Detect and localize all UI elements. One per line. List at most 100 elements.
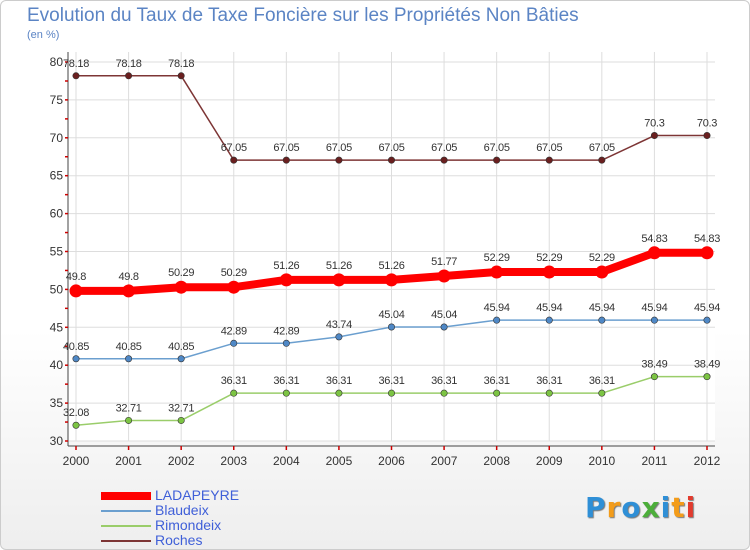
data-point — [542, 265, 556, 279]
data-point — [387, 323, 395, 331]
data-label: 38.49 — [641, 359, 667, 371]
data-label: 42.89 — [273, 325, 299, 337]
y-tick-label: 65 — [50, 169, 64, 183]
data-label: 40.85 — [168, 341, 194, 353]
y-tick-label: 35 — [50, 396, 64, 410]
data-point — [230, 389, 238, 397]
data-point — [177, 416, 185, 424]
data-label: 50.29 — [168, 267, 194, 279]
logo-letter: r — [606, 491, 622, 524]
proxiti-logo: Proxiti — [585, 491, 696, 524]
data-label: 40.85 — [63, 341, 89, 353]
y-tick-label: 45 — [50, 320, 64, 334]
data-point — [440, 156, 448, 164]
data-point — [440, 389, 448, 397]
data-label: 52.29 — [536, 252, 562, 264]
data-point — [545, 389, 553, 397]
logo-letter: o — [621, 491, 642, 524]
data-point — [650, 373, 658, 381]
x-tick-label: 2007 — [431, 454, 458, 468]
y-tick-label: 70 — [50, 131, 64, 145]
data-label: 49.8 — [118, 271, 138, 283]
data-point — [437, 269, 451, 283]
data-point — [335, 333, 343, 341]
data-label: 51.77 — [431, 256, 457, 268]
data-label: 78.18 — [63, 58, 89, 70]
legend-swatch — [101, 509, 151, 512]
y-tick-label: 60 — [50, 207, 64, 221]
data-point — [69, 284, 83, 298]
data-label: 67.05 — [378, 142, 404, 154]
data-label: 42.89 — [221, 325, 247, 337]
data-label: 67.05 — [536, 142, 562, 154]
legend-label: Rimondeix — [155, 517, 222, 533]
legend-item: LADAPEYRE — [101, 488, 239, 503]
data-label: 45.04 — [431, 309, 457, 321]
data-point — [385, 273, 398, 287]
y-tick-label: 50 — [50, 282, 64, 296]
legend: LADAPEYRE Blaudeix Rimondeix Roches — [101, 488, 239, 548]
data-point — [598, 156, 606, 164]
data-point — [282, 156, 290, 164]
data-point — [595, 265, 609, 279]
data-label: 36.31 — [431, 375, 457, 387]
data-point — [703, 373, 711, 381]
data-label: 70.3 — [644, 118, 664, 130]
legend-swatch — [101, 491, 151, 500]
y-tick-label: 40 — [50, 358, 64, 372]
data-point — [647, 246, 661, 260]
data-point — [230, 339, 238, 347]
data-label: 78.18 — [116, 58, 142, 70]
data-label: 36.31 — [378, 375, 404, 387]
logo-letter: x — [641, 491, 661, 524]
data-label: 70.3 — [697, 118, 717, 130]
data-point — [230, 156, 238, 164]
logo-letter: P — [585, 491, 607, 524]
logo-letter: t — [671, 491, 686, 524]
data-label: 45.94 — [641, 302, 667, 314]
legend-item: Rimondeix — [101, 518, 239, 533]
legend-label: Blaudeix — [155, 502, 209, 518]
chart-title: Evolution du Taux de Taxe Foncière sur l… — [27, 5, 579, 26]
data-label: 36.31 — [536, 375, 562, 387]
data-label: 52.29 — [589, 252, 615, 264]
data-label: 32.71 — [116, 402, 142, 414]
data-point — [335, 389, 343, 397]
data-point — [72, 72, 80, 80]
data-label: 36.31 — [326, 375, 352, 387]
legend-swatch — [101, 539, 151, 542]
data-label: 78.18 — [168, 58, 194, 70]
data-point — [177, 72, 185, 80]
data-label: 45.94 — [484, 302, 510, 314]
x-tick-label: 2002 — [168, 454, 195, 468]
x-tick-label: 2009 — [536, 454, 563, 468]
x-tick-label: 2001 — [115, 454, 142, 468]
data-point — [493, 156, 501, 164]
x-tick-label: 2005 — [326, 454, 353, 468]
data-point — [227, 280, 241, 294]
data-label: 51.26 — [378, 260, 404, 272]
data-point — [650, 132, 658, 140]
data-point — [703, 132, 711, 140]
data-point — [703, 316, 711, 324]
data-label: 40.85 — [116, 341, 142, 353]
x-tick-label: 2011 — [642, 454, 668, 468]
data-point — [545, 316, 553, 324]
logo-letter: i — [660, 491, 672, 524]
data-point — [125, 416, 133, 424]
data-label: 67.05 — [273, 142, 299, 154]
x-tick-label: 2000 — [63, 454, 90, 468]
data-point — [493, 316, 501, 324]
data-point — [72, 355, 80, 363]
data-point — [72, 421, 80, 429]
data-label: 67.05 — [326, 142, 352, 154]
data-point — [700, 246, 714, 260]
data-label: 36.31 — [589, 375, 615, 387]
data-label: 32.71 — [168, 402, 194, 414]
x-tick-label: 2006 — [378, 454, 405, 468]
y-tick-label: 75 — [50, 93, 64, 107]
x-tick-label: 2003 — [220, 454, 247, 468]
legend-item: Blaudeix — [101, 503, 239, 518]
